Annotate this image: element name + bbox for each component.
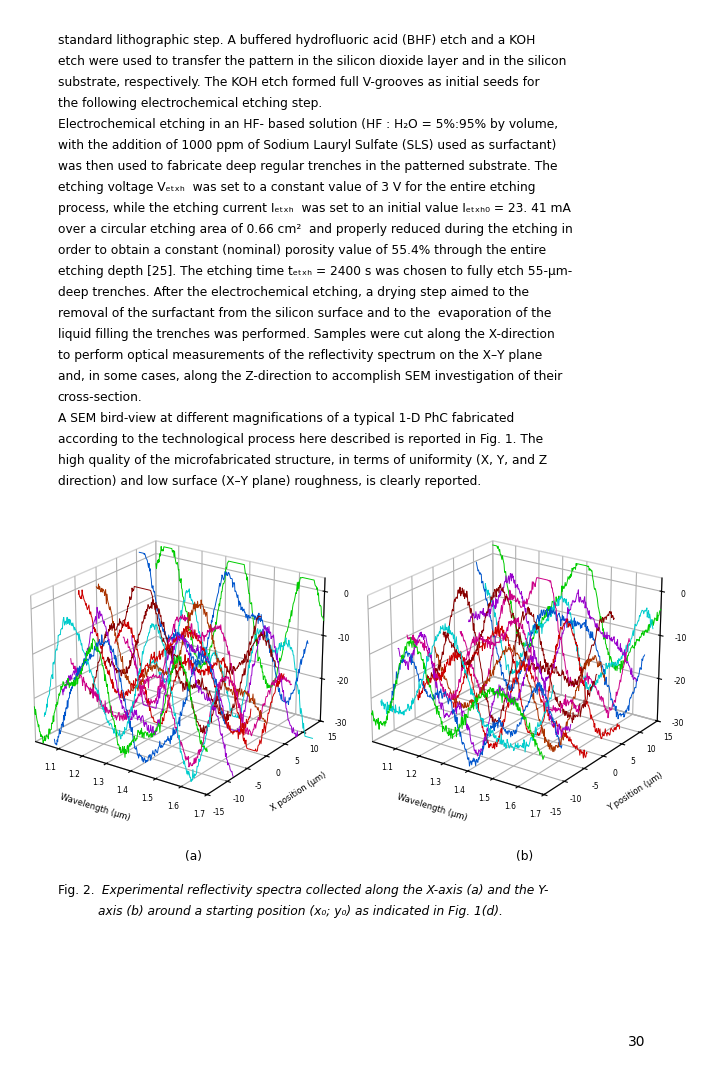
X-axis label: Wavelength (μm): Wavelength (μm) [396, 793, 468, 823]
Text: liquid filling the trenches was performed. Samples were cut along the X-directio: liquid filling the trenches was performe… [58, 328, 555, 341]
Text: etching depth [25]. The etching time tₑₜₓₕ = 2400 s was chosen to fully etch 55-: etching depth [25]. The etching time tₑₜ… [58, 265, 572, 279]
Text: (a): (a) [185, 850, 201, 863]
Text: high quality of the microfabricated structure, in terms of uniformity (X, Y, and: high quality of the microfabricated stru… [58, 454, 547, 467]
Text: order to obtain a constant (nominal) porosity value of 55.4% through the entire: order to obtain a constant (nominal) por… [58, 244, 545, 257]
Text: standard lithographic step. A buffered hydrofluoric acid (BHF) etch and a KOH: standard lithographic step. A buffered h… [58, 34, 535, 47]
Text: to perform optical measurements of the reflectivity spectrum on the X–Y plane: to perform optical measurements of the r… [58, 349, 542, 363]
Text: A SEM bird-view at different magnifications of a typical 1-D PhC fabricated: A SEM bird-view at different magnificati… [58, 412, 514, 425]
Text: process, while the etching current Iₑₜₓₕ  was set to an initial value Iₑₜₓₕ₀ = 2: process, while the etching current Iₑₜₓₕ… [58, 202, 571, 215]
Text: Fig. 2.: Fig. 2. [58, 884, 94, 897]
Text: axis (b) around a starting position (x₀; y₀) as indicated in Fig. 1(d).: axis (b) around a starting position (x₀;… [98, 906, 503, 919]
X-axis label: Wavelength (μm): Wavelength (μm) [59, 793, 131, 823]
Text: deep trenches. After the electrochemical etching, a drying step aimed to the: deep trenches. After the electrochemical… [58, 286, 529, 299]
Text: etch were used to transfer the pattern in the silicon dioxide layer and in the s: etch were used to transfer the pattern i… [58, 55, 566, 69]
Text: (b): (b) [517, 850, 534, 863]
Text: 30: 30 [628, 1035, 646, 1049]
Text: removal of the surfactant from the silicon surface and to the  evaporation of th: removal of the surfactant from the silic… [58, 307, 551, 321]
Text: Experimental reflectivity spectra collected along the X-axis (a) and the Y-: Experimental reflectivity spectra collec… [98, 884, 549, 897]
Text: the following electrochemical etching step.: the following electrochemical etching st… [58, 98, 322, 111]
Y-axis label: Y position (μm): Y position (μm) [606, 770, 664, 812]
Y-axis label: X position (μm): X position (μm) [269, 770, 328, 813]
Text: cross-section.: cross-section. [58, 391, 143, 405]
Text: and, in some cases, along the Z-direction to accomplish SEM investigation of the: and, in some cases, along the Z-directio… [58, 370, 562, 383]
Text: direction) and low surface (X–Y plane) roughness, is clearly reported.: direction) and low surface (X–Y plane) r… [58, 475, 481, 489]
Text: was then used to fabricate deep regular trenches in the patterned substrate. The: was then used to fabricate deep regular … [58, 160, 557, 173]
Text: substrate, respectively. The KOH etch formed full V-grooves as initial seeds for: substrate, respectively. The KOH etch fo… [58, 76, 539, 89]
Text: with the addition of 1000 ppm of Sodium Lauryl Sulfate (SLS) used as surfactant): with the addition of 1000 ppm of Sodium … [58, 139, 556, 153]
Text: over a circular etching area of 0.66 cm²  and properly reduced during the etchin: over a circular etching area of 0.66 cm²… [58, 223, 572, 237]
Text: Electrochemical etching in an HF- based solution (HF : H₂O = 5%:95% by volume,: Electrochemical etching in an HF- based … [58, 118, 557, 131]
Text: according to the technological process here described is reported in Fig. 1. The: according to the technological process h… [58, 433, 543, 447]
Text: etching voltage Vₑₜₓₕ  was set to a constant value of 3 V for the entire etching: etching voltage Vₑₜₓₕ was set to a const… [58, 181, 535, 195]
